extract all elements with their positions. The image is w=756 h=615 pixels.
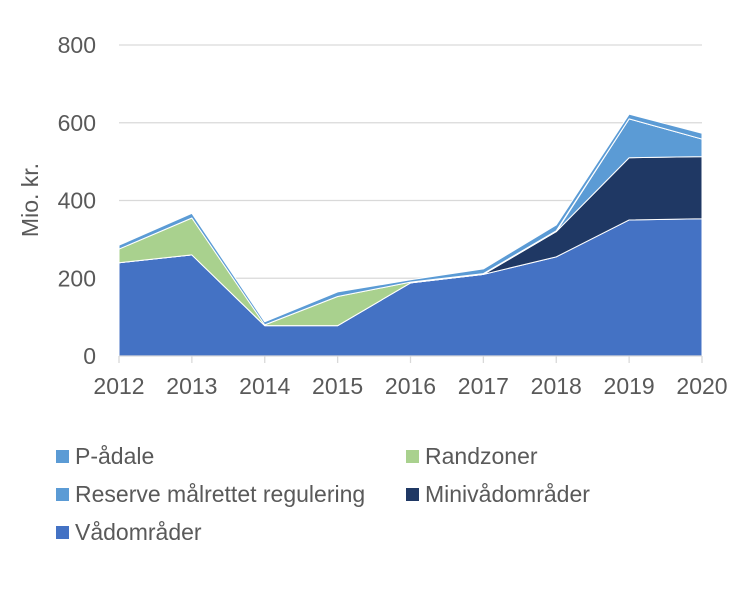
y-tick-label: 800 (58, 32, 96, 58)
legend-swatch (406, 487, 419, 501)
stacked-area-chart: 2012 2013 2014 2015 2016 2017 2018 2019 2020 020… (17, 32, 728, 399)
y-tick-label: 600 (58, 110, 96, 136)
legend-swatch (56, 487, 69, 501)
x-tick-label: 2015 (312, 373, 363, 399)
x-tick-label: 2019 (604, 373, 655, 399)
legend-swatch (406, 449, 419, 463)
x-tick-label: 2016 (385, 373, 436, 399)
legend-label: Randzoner (425, 442, 538, 469)
x-tick-label: 2014 (239, 373, 290, 399)
legend-swatch (56, 525, 69, 539)
y-axis: 0 200 400 600 800 (58, 32, 96, 369)
legend-item: Reserve målrettet regulering (56, 478, 406, 510)
y-tick-label: 400 (58, 188, 96, 214)
x-tick-label: 2017 (458, 373, 509, 399)
legend-label: Minivådområder (425, 480, 590, 507)
legend-swatch (56, 449, 69, 463)
legend-label: P-ådale (75, 442, 155, 469)
y-tick-label: 0 (83, 343, 96, 369)
x-tick-label: 2012 (93, 373, 144, 399)
legend-item: P-ådale (56, 440, 406, 472)
legend-item: Randzoner (406, 440, 736, 472)
area-series (118, 113, 703, 357)
x-axis: 2012 2013 2014 2015 2016 2017 2018 2019 2020 (93, 355, 728, 399)
y-axis-label: Mio. kr. (17, 163, 43, 237)
x-tick-label: 2013 (166, 373, 217, 399)
x-tick-label: 2018 (531, 373, 582, 399)
legend-label: Vådområder (75, 518, 202, 545)
y-tick-label: 200 (58, 265, 96, 291)
legend: P-ådale Randzoner Reserve målrettet regule… (56, 440, 736, 548)
legend-label: Reserve målrettet regulering (75, 480, 366, 507)
legend-item: Vådområder (56, 516, 406, 548)
legend-item: Minivådområder (406, 478, 736, 510)
x-tick-label: 2020 (676, 373, 727, 399)
area-4 (118, 113, 703, 326)
